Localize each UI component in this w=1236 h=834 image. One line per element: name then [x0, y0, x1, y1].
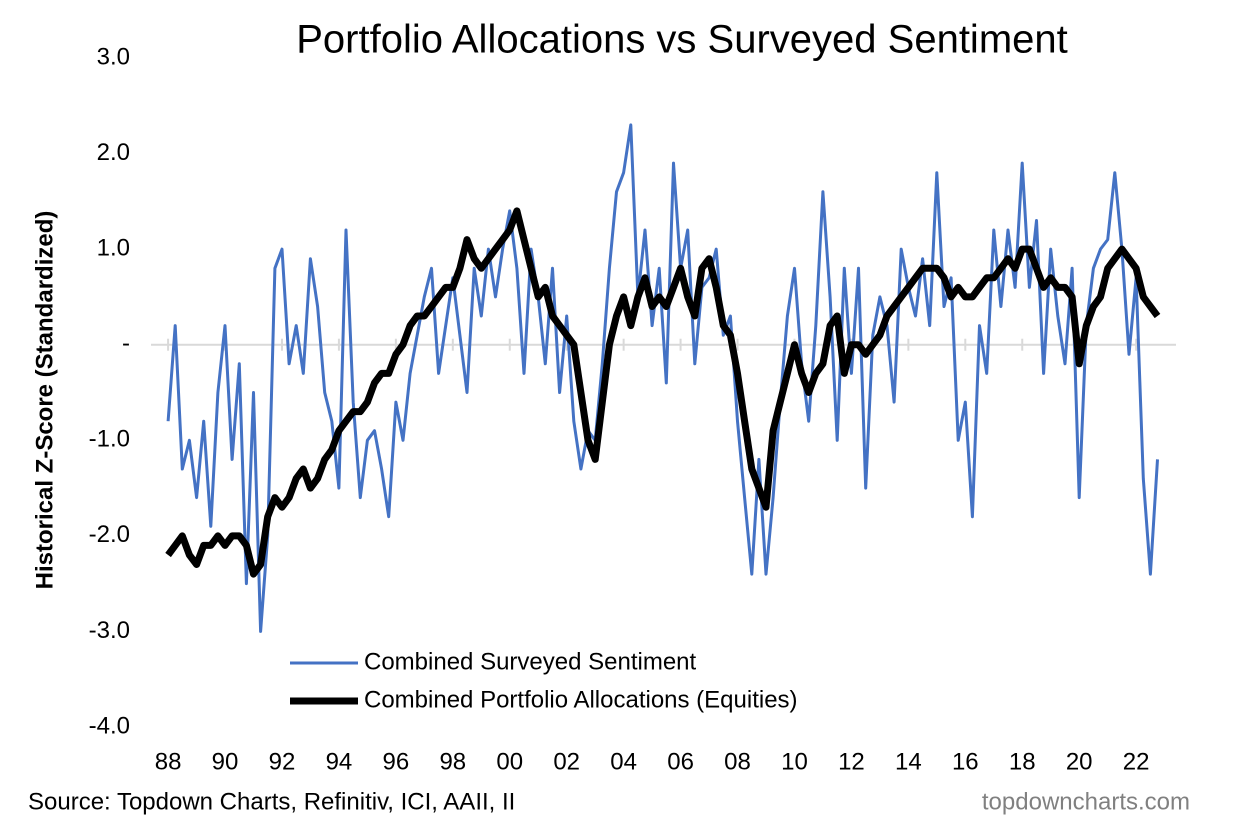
x-tick-label: 16: [952, 748, 979, 775]
y-axis-label: Historical Z-Score (Standardized): [31, 211, 58, 590]
x-tick-label: 98: [439, 748, 466, 775]
x-tick-label: 08: [724, 748, 751, 775]
y-tick-label: -4.0: [89, 712, 130, 739]
y-tick-label: -2.0: [89, 521, 130, 548]
x-tick-label: 04: [610, 748, 637, 775]
x-tick-label: 06: [667, 748, 694, 775]
series-line: [165, 207, 1161, 578]
chart-title: Portfolio Allocations vs Surveyed Sentim…: [296, 18, 1068, 62]
legend-label: Combined Portfolio Allocations (Equities…: [364, 686, 798, 713]
y-tick-label: 2.0: [97, 139, 130, 166]
watermark: topdowncharts.com: [982, 788, 1190, 815]
x-tick-label: 20: [1066, 748, 1093, 775]
x-tick-label: 10: [781, 748, 808, 775]
y-tick-label: 3.0: [97, 43, 130, 70]
legend-label: Combined Surveyed Sentiment: [364, 648, 697, 675]
x-tick-label: 90: [212, 748, 239, 775]
x-tick-label: 00: [496, 748, 523, 775]
series-line: [166, 123, 1159, 633]
x-tick-label: 12: [838, 748, 865, 775]
y-tick-label: -: [122, 330, 130, 357]
x-tick-label: 02: [553, 748, 580, 775]
x-tick-label: 14: [895, 748, 922, 775]
x-tick-label: 96: [383, 748, 410, 775]
y-tick-label: -1.0: [89, 426, 130, 453]
x-tick-label: 22: [1123, 748, 1150, 775]
y-tick-label: -3.0: [89, 617, 130, 644]
source-note: Source: Topdown Charts, Refinitiv, ICI, …: [28, 788, 515, 815]
x-tick-label: 94: [326, 748, 353, 775]
y-tick-label: 1.0: [97, 234, 130, 261]
x-tick-label: 88: [155, 748, 182, 775]
x-tick-label: 92: [269, 748, 296, 775]
x-tick-label: 18: [1009, 748, 1036, 775]
